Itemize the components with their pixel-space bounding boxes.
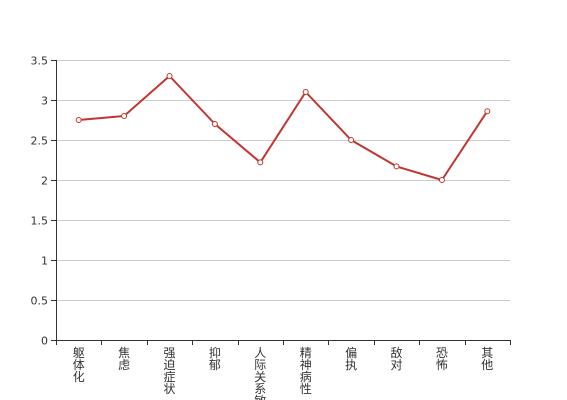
x-tick-label: 躯体化 bbox=[73, 345, 85, 384]
y-tick-label: 3.5 bbox=[31, 55, 49, 68]
y-tick-label: 1.5 bbox=[31, 215, 49, 228]
data-point bbox=[257, 159, 264, 166]
y-tick-label: 2.5 bbox=[31, 135, 49, 148]
y-tick-label: 0 bbox=[41, 335, 48, 348]
y-axis: 0 0.5 1 1.5 2 2.5 3 3.5 bbox=[31, 55, 57, 348]
x-tick-label: 焦虑 bbox=[118, 346, 130, 372]
data-point bbox=[393, 163, 400, 170]
data-point bbox=[348, 137, 355, 143]
x-tick-label: 人际关系敏感 bbox=[254, 346, 266, 400]
data-point bbox=[302, 89, 309, 95]
x-tick-label: 恐怖 bbox=[436, 346, 448, 372]
y-tick-label: 2 bbox=[41, 175, 48, 188]
grid-lines bbox=[56, 60, 510, 301]
x-tick-label: 其他 bbox=[481, 346, 493, 372]
data-point bbox=[484, 108, 491, 115]
series-line bbox=[78, 75, 489, 181]
data-point bbox=[438, 177, 445, 183]
y-tick-label: 3 bbox=[41, 95, 48, 108]
x-axis: 躯体化 焦虑 强迫症状 抑郁 人际关系敏感 精神病性 偏执 敌对 恐怖 其他 bbox=[56, 340, 511, 400]
y-tick-label: 0.5 bbox=[31, 295, 49, 308]
data-point bbox=[75, 117, 82, 123]
data-point bbox=[121, 113, 128, 119]
x-tick-label: 敌对 bbox=[390, 345, 402, 372]
x-tick-label: 精神病性 bbox=[300, 346, 312, 396]
series bbox=[75, 73, 491, 183]
x-tick-label: 抑郁 bbox=[209, 345, 221, 372]
data-point bbox=[166, 73, 173, 79]
x-tick-label: 强迫症状 bbox=[163, 346, 175, 396]
x-tick-label: 偏执 bbox=[345, 345, 357, 372]
data-point bbox=[211, 121, 218, 127]
y-tick-label: 1 bbox=[41, 255, 48, 268]
